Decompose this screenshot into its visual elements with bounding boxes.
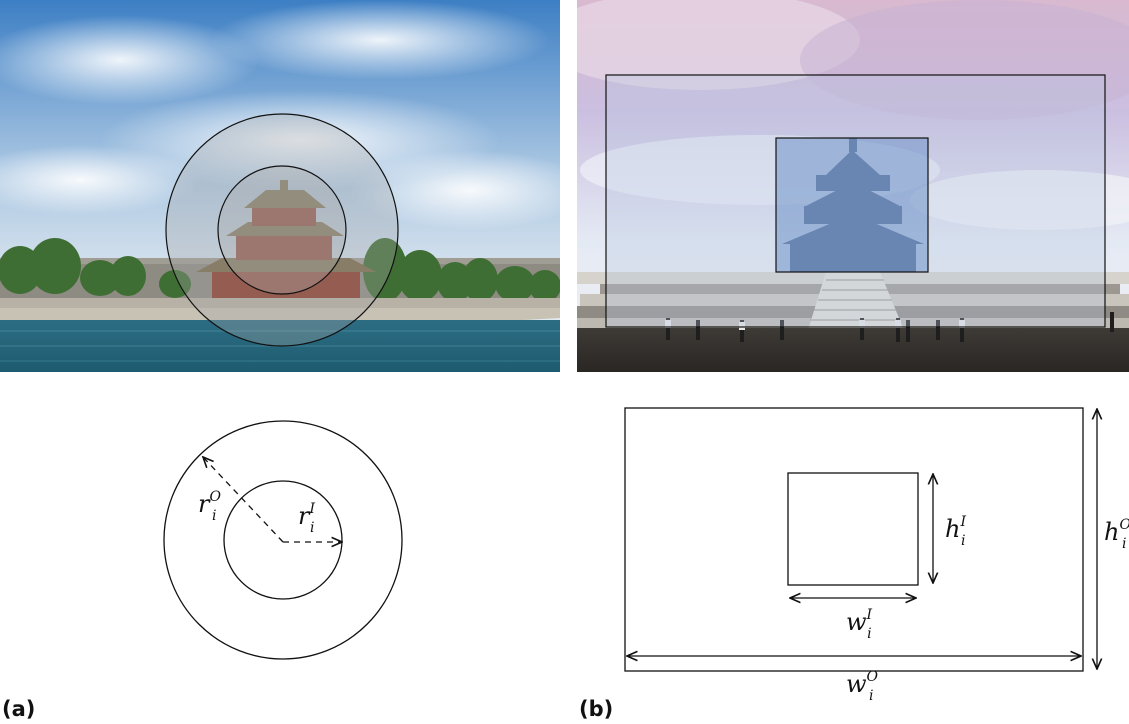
outer-width-label: wO i bbox=[846, 669, 879, 704]
panel-a-label: (a) bbox=[2, 697, 35, 721]
inner-height-label: hI i bbox=[945, 514, 966, 549]
outer-circle bbox=[163, 420, 403, 660]
inner-rectangle bbox=[787, 472, 919, 586]
outer-radius-label: rO i bbox=[198, 489, 221, 524]
inner-rect-overlay bbox=[775, 137, 929, 273]
overlay-rectangles bbox=[605, 74, 1106, 328]
overlay-annulus bbox=[165, 113, 399, 347]
inner-radius-label: rI i bbox=[298, 501, 315, 536]
inner-circle-overlay bbox=[217, 165, 347, 295]
outer-height-label: hOi bbox=[1104, 517, 1129, 552]
inner-width-label: wI i bbox=[846, 607, 873, 642]
outer-radius-arrow bbox=[203, 457, 284, 543]
rectangle-diagram: hIi hOi wIi wOi bbox=[624, 407, 1129, 704]
outer-circle-overlay bbox=[165, 113, 399, 347]
outer-rectangle bbox=[624, 407, 1084, 672]
panel-b-label: (b) bbox=[579, 697, 613, 721]
annulus-diagram: rO i rI i bbox=[163, 420, 403, 660]
